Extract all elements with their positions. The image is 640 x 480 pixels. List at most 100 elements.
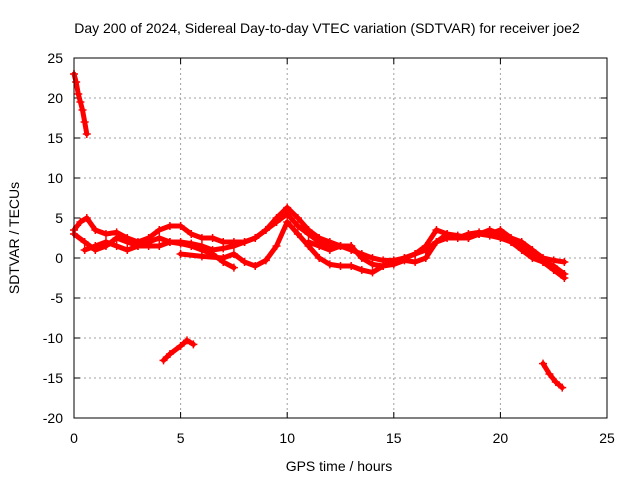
data-point (80, 238, 89, 246)
data-point (464, 234, 473, 242)
data-point (432, 238, 441, 246)
data-point (144, 238, 153, 246)
data-point (539, 258, 548, 266)
x-tick-label: 0 (70, 430, 78, 446)
data-point (475, 230, 484, 238)
data-point (159, 356, 168, 365)
data-point (347, 262, 356, 270)
y-tick-label: -10 (43, 330, 63, 346)
data-point (165, 350, 174, 358)
data-point (272, 242, 281, 250)
grid (73, 57, 608, 419)
series-arc-7 (159, 336, 198, 365)
data-point (283, 218, 292, 226)
data-point (549, 266, 558, 274)
data-point (368, 260, 377, 269)
data-point (315, 254, 324, 262)
data-point (133, 242, 142, 250)
data-point (293, 230, 302, 238)
data-point (558, 383, 567, 392)
data-point (251, 262, 260, 270)
data-point (432, 226, 441, 234)
data-point (208, 234, 217, 242)
data-point (82, 214, 91, 222)
data-point (80, 246, 89, 254)
data-point (272, 218, 281, 226)
data-point (325, 246, 334, 254)
data-series (70, 70, 569, 392)
y-tick-label: 15 (47, 130, 63, 146)
y-tick-label: 5 (55, 210, 63, 226)
data-point (507, 238, 516, 246)
data-point (496, 230, 505, 238)
data-point (293, 222, 302, 230)
data-point (165, 222, 174, 230)
y-tick-label: 0 (55, 250, 63, 266)
data-point (551, 378, 560, 386)
series-arc-8 (539, 359, 567, 392)
data-point (560, 274, 569, 282)
series-arc-1 (70, 70, 91, 138)
data-point (411, 258, 420, 266)
data-point (336, 242, 345, 250)
y-tick-label: -20 (43, 410, 63, 426)
data-point (74, 90, 83, 98)
x-tick-label: 25 (599, 430, 615, 446)
data-point (325, 260, 334, 269)
data-point (155, 226, 164, 234)
data-point (197, 234, 206, 242)
chart-title: Day 200 of 2024, Sidereal Day-to-day VTE… (74, 20, 580, 36)
data-point (229, 263, 238, 272)
data-point (400, 254, 409, 262)
data-point (219, 254, 228, 262)
data-point (304, 238, 313, 246)
data-point (165, 238, 174, 246)
data-point (197, 252, 206, 261)
data-point (176, 222, 185, 230)
data-point (357, 266, 366, 274)
data-point (91, 226, 100, 234)
data-point (545, 370, 554, 378)
y-axis-label: SDTVAR / TECUs (6, 182, 22, 294)
data-point (411, 250, 420, 258)
y-tick-label: -15 (43, 370, 63, 386)
series-arc-4 (80, 234, 238, 272)
data-point (528, 250, 537, 258)
data-point (155, 234, 164, 242)
data-point (187, 242, 196, 250)
data-point (304, 230, 313, 238)
data-point (283, 210, 292, 218)
data-point (240, 238, 249, 246)
data-point (187, 230, 196, 238)
data-point (176, 250, 185, 258)
data-point (336, 262, 345, 270)
data-point (91, 242, 100, 250)
data-point (72, 78, 81, 86)
series-line (161, 337, 196, 363)
data-point (517, 242, 526, 250)
data-point (112, 242, 121, 250)
data-point (112, 234, 121, 242)
x-tick-label: 15 (386, 430, 402, 446)
data-point (182, 336, 191, 345)
data-point (155, 242, 164, 250)
data-point (176, 342, 185, 350)
data-point (485, 226, 494, 234)
x-tick-label: 20 (493, 430, 509, 446)
data-point (101, 238, 110, 246)
y-tick-label: 25 (47, 50, 63, 66)
data-point (80, 118, 89, 126)
y-tick-label: 20 (47, 90, 63, 106)
data-point (76, 218, 85, 226)
data-point (539, 359, 548, 368)
data-point (176, 239, 185, 248)
data-point (76, 98, 85, 106)
data-point (368, 268, 377, 277)
data-point (357, 254, 366, 262)
data-point (293, 214, 302, 222)
data-point (240, 258, 249, 266)
data-point (389, 258, 398, 266)
data-point (347, 242, 356, 250)
data-point (315, 242, 324, 250)
